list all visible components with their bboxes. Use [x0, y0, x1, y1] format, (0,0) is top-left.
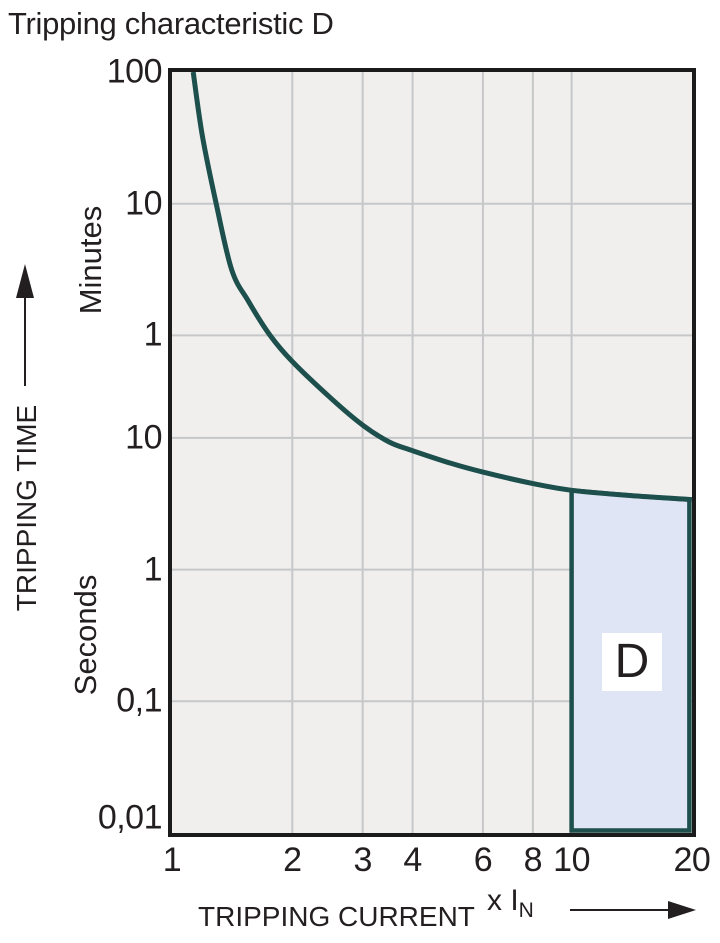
y-tick-label: 0,01 — [97, 798, 163, 837]
y-tick-label: 1 — [143, 550, 163, 589]
x-tick-label: 6 — [473, 841, 493, 879]
y-axis-title: TRIPPING TIME — [11, 404, 42, 612]
page-title: Tripping characteristic D — [8, 6, 334, 41]
x-tick-label: 20 — [673, 841, 711, 879]
x-tick-label: 4 — [403, 841, 422, 879]
x-axis-arrow-icon — [570, 901, 696, 919]
y-tick-label: 0,1 — [116, 681, 162, 720]
y-tick-label: 100 — [106, 52, 163, 91]
x-axis-unit: x IN — [487, 884, 534, 923]
x-axis-unit-subscript: N — [518, 899, 534, 922]
x-axis-unit-prefix: x I — [487, 884, 519, 917]
plot-area — [168, 68, 696, 837]
y-axis-arrow-icon — [16, 264, 34, 386]
y-axis-unit-minutes: Minutes — [73, 205, 108, 315]
x-tick-label: 2 — [283, 841, 302, 879]
x-tick-label: 3 — [353, 841, 372, 879]
trip-curve-chart — [172, 72, 692, 833]
x-axis-title: TRIPPING CURRENT — [198, 901, 475, 932]
y-axis-unit-seconds: Seconds — [68, 574, 103, 696]
x-tick-label: 10 — [553, 841, 591, 879]
y-tick-label: 1 — [143, 315, 163, 354]
y-tick-label: 10 — [125, 184, 162, 223]
y-tick-label: 10 — [125, 418, 162, 457]
x-tick-label: 1 — [162, 841, 182, 879]
x-tick-label: 8 — [523, 841, 543, 879]
region-label: D — [602, 633, 662, 691]
